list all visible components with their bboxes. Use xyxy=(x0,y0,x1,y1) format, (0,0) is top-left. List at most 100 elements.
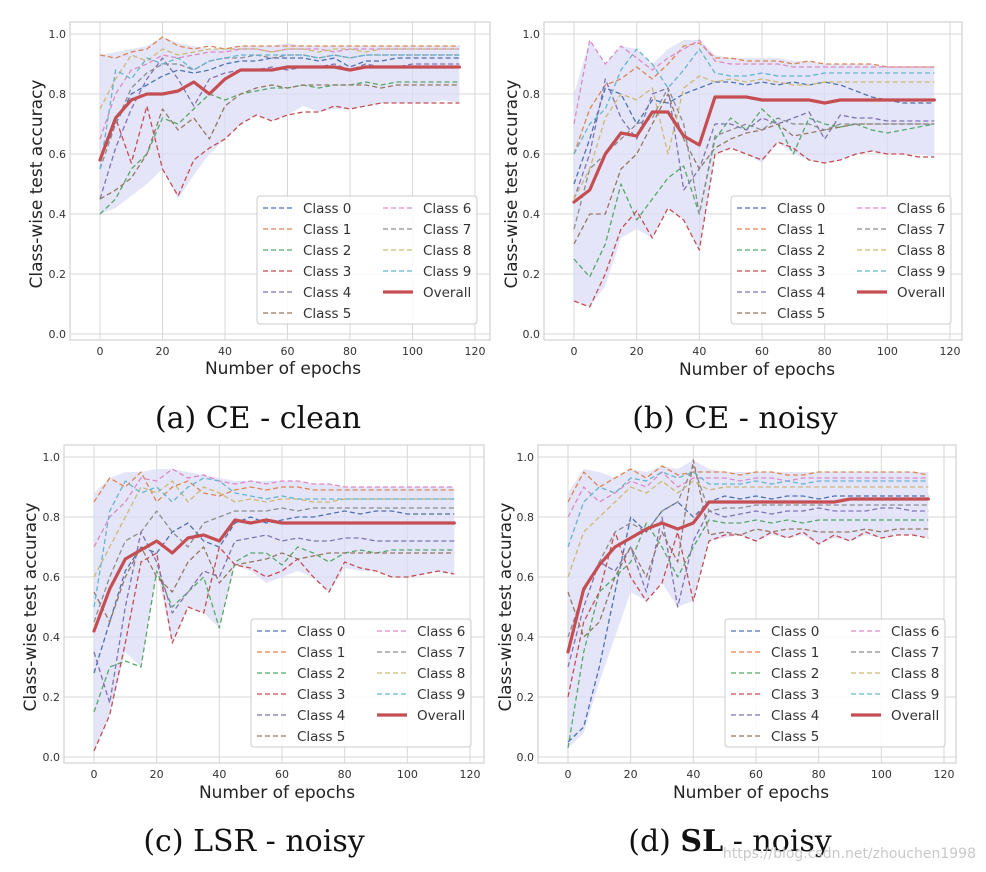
series-class-2 xyxy=(99,81,460,215)
series-class-0 xyxy=(573,81,935,185)
panel-2: 0 20 40 60 80 100 120 0.0 0.2 0.4 0.6 0.8 1.0 Class 0… xyxy=(502,21,963,436)
x-tick-label: 0 xyxy=(97,345,104,358)
caption-part: (b) CE - noisy xyxy=(632,401,838,436)
variance-band xyxy=(574,40,935,307)
legend-label: Class 7 xyxy=(423,222,471,238)
x-tick-label: 40 xyxy=(692,345,706,358)
watermark-text: https://blog.csdn.net/zhouchen1998 xyxy=(723,846,976,862)
caption-part: (c) LSR - noisy xyxy=(143,824,364,859)
legend-label: Class 7 xyxy=(891,645,939,661)
y-tick-label: 0.8 xyxy=(49,88,67,101)
y-tick-label: 0.2 xyxy=(49,268,67,281)
y-tick-label: 0.2 xyxy=(517,691,535,704)
legend-label: Class 6 xyxy=(417,624,465,640)
legend-label: Class 9 xyxy=(897,264,945,280)
x-tick-label: 0 xyxy=(571,345,578,358)
series-class-5 xyxy=(99,84,460,200)
legend-label: Class 3 xyxy=(771,687,819,703)
legend-label: Class 1 xyxy=(777,222,825,238)
x-tick-label: 20 xyxy=(156,345,170,358)
series-class-9 xyxy=(567,471,929,548)
legend-label: Overall xyxy=(897,285,945,301)
legend-label: Class 9 xyxy=(417,687,465,703)
legend-label: Class 8 xyxy=(423,243,471,259)
x-tick-label: 80 xyxy=(812,768,826,781)
panel-caption: (b) CE - noisy xyxy=(632,401,838,436)
legend-label: Class 4 xyxy=(303,285,351,301)
y-axis-label: Class-wise test accuracy xyxy=(502,80,522,289)
series-class-9 xyxy=(573,48,935,155)
y-tick-label: 0.6 xyxy=(43,571,61,584)
x-tick-label: 80 xyxy=(818,345,832,358)
series-class-1 xyxy=(93,471,455,503)
x-tick-label: 100 xyxy=(871,768,892,781)
legend-label: Class 5 xyxy=(771,729,819,745)
y-tick-label: 0.4 xyxy=(517,631,535,644)
y-axis-label: Class-wise test accuracy xyxy=(27,80,47,289)
x-tick-label: 120 xyxy=(460,768,481,781)
series-class-4 xyxy=(93,531,455,704)
series-class-6 xyxy=(93,468,455,548)
x-tick-label: 40 xyxy=(212,768,226,781)
x-axis-label: Number of epochs xyxy=(679,360,835,380)
series-class-3 xyxy=(93,546,455,752)
y-tick-label: 0.0 xyxy=(43,751,61,764)
x-axis-label: Number of epochs xyxy=(673,783,829,803)
legend-label: Class 9 xyxy=(423,264,471,280)
variance-band xyxy=(94,469,455,751)
series-class-3 xyxy=(573,141,935,308)
panel-caption: (c) LSR - noisy xyxy=(143,824,364,859)
legend-label: Class 0 xyxy=(303,201,351,217)
legend-label: Class 4 xyxy=(777,285,825,301)
series-class-1 xyxy=(99,36,460,59)
legend-label: Class 6 xyxy=(423,201,471,217)
series-class-7 xyxy=(573,87,935,230)
x-tick-label: 60 xyxy=(749,768,763,781)
series-class-1 xyxy=(567,465,929,503)
series-class-1 xyxy=(573,42,935,155)
legend-label: Class 3 xyxy=(303,264,351,280)
y-tick-label: 1.0 xyxy=(517,451,535,464)
series-class-7 xyxy=(99,54,460,170)
panel-1: 0 20 40 60 80 100 120 0.0 0.2 0.4 0.6 0.8 1.0 Class 0… xyxy=(27,21,491,436)
series-class-2 xyxy=(567,519,929,749)
series-overall xyxy=(572,95,936,204)
legend-label: Class 6 xyxy=(891,624,939,640)
y-tick-label: 0.6 xyxy=(523,148,541,161)
legend-label: Class 2 xyxy=(777,243,825,259)
y-axis-label: Class-wise test accuracy xyxy=(21,503,41,712)
legend-label: Class 2 xyxy=(303,243,351,259)
y-tick-label: 0.0 xyxy=(49,328,67,341)
series-overall xyxy=(566,497,930,654)
panel-caption: (d) SL - noisy xyxy=(628,824,832,859)
series-class-0 xyxy=(567,495,929,743)
x-tick-label: 120 xyxy=(465,345,486,358)
legend-label: Class 1 xyxy=(297,645,345,661)
legend-label: Class 4 xyxy=(297,708,345,724)
legend-label: Class 5 xyxy=(297,729,345,745)
x-tick-label: 60 xyxy=(275,768,289,781)
x-tick-label: 120 xyxy=(940,345,961,358)
y-tick-label: 0.2 xyxy=(43,691,61,704)
series-overall xyxy=(98,65,461,162)
legend-label: Class 7 xyxy=(417,645,465,661)
series-class-0 xyxy=(99,57,460,161)
legend-label: Class 0 xyxy=(777,201,825,217)
x-tick-label: 40 xyxy=(218,345,232,358)
x-tick-label: 20 xyxy=(624,768,638,781)
legend-label: Class 1 xyxy=(303,222,351,238)
y-tick-label: 1.0 xyxy=(49,28,67,41)
series-class-3 xyxy=(567,531,929,698)
y-tick-label: 0.4 xyxy=(49,208,67,221)
legend-label: Class 3 xyxy=(297,687,345,703)
series-class-8 xyxy=(93,480,455,578)
x-tick-label: 20 xyxy=(630,345,644,358)
legend-label: Class 5 xyxy=(303,306,351,322)
x-tick-label: 100 xyxy=(402,345,423,358)
x-tick-label: 80 xyxy=(343,345,357,358)
legend-label: Class 2 xyxy=(771,666,819,682)
series-class-3 xyxy=(99,102,460,197)
legend-label: Class 2 xyxy=(297,666,345,682)
legend-label: Class 8 xyxy=(891,666,939,682)
x-axis-label: Number of epochs xyxy=(205,359,361,379)
